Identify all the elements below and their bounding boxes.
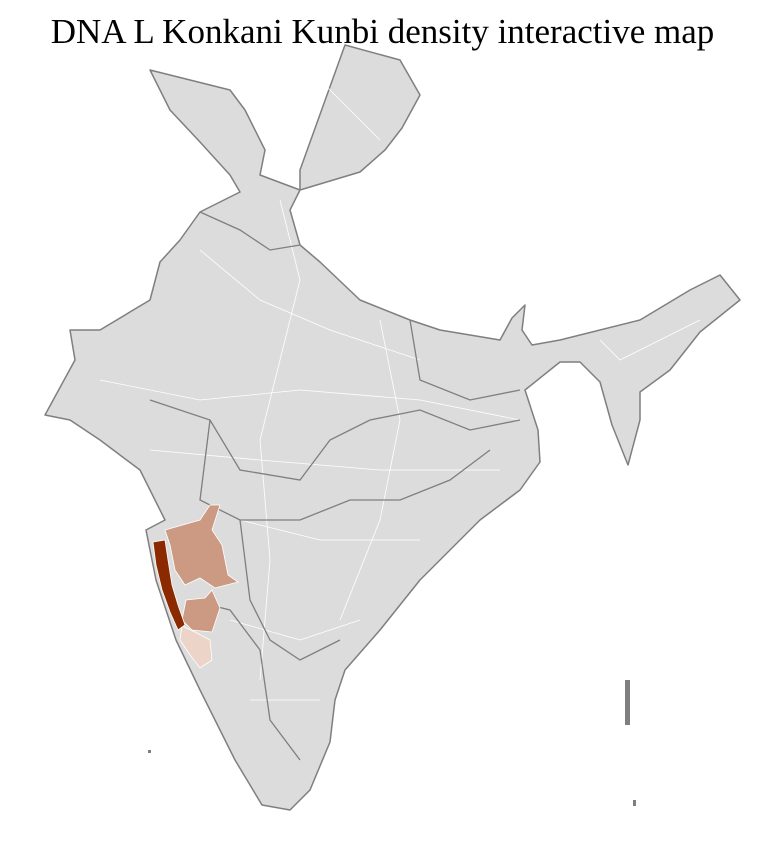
india-outline bbox=[44, 44, 741, 811]
region-density-high[interactable] bbox=[152, 539, 186, 631]
island-territories bbox=[148, 680, 636, 806]
district-borders bbox=[99, 79, 701, 701]
region-density-low[interactable] bbox=[179, 625, 213, 669]
state-borders bbox=[149, 211, 521, 761]
region-density-medium[interactable] bbox=[164, 504, 239, 589]
map-title: DNA L Konkani Kunbi density interactive … bbox=[50, 12, 715, 51]
